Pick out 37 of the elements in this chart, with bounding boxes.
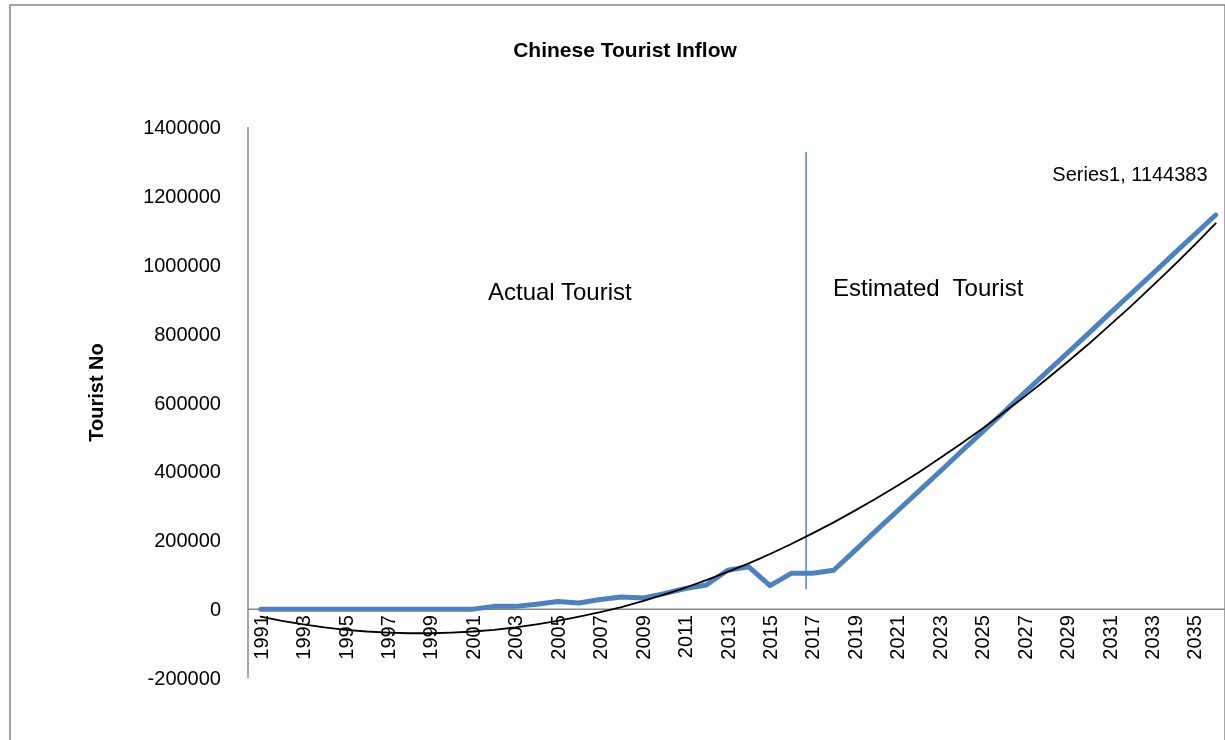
x-tick-label: 2027 xyxy=(1013,615,1036,660)
x-tick-label: 2033 xyxy=(1140,615,1163,660)
x-tick-label: 2031 xyxy=(1098,615,1121,660)
x-tick-label: 2009 xyxy=(631,615,654,660)
x-tick-label: 1997 xyxy=(377,615,400,660)
y-tick-label: 600000 xyxy=(154,391,221,414)
x-tick-label: 2025 xyxy=(971,615,994,660)
y-tick-label: 400000 xyxy=(154,460,221,483)
x-tick-label: 2029 xyxy=(1056,615,1079,660)
x-tick-label: 2021 xyxy=(886,615,909,660)
x-tick-label: 2023 xyxy=(928,615,951,660)
x-tick-label: 1993 xyxy=(292,615,315,660)
y-tick-label: 1200000 xyxy=(143,184,221,207)
y-tick-label: -200000 xyxy=(147,667,221,689)
x-tick-label: 2019 xyxy=(843,615,866,660)
x-tick-label: 1999 xyxy=(419,615,442,660)
y-tick-label: 1000000 xyxy=(143,253,221,276)
annotation: Estimated Tourist xyxy=(833,274,1024,301)
x-tick-label: 2017 xyxy=(801,615,824,660)
x-tick-label: 2007 xyxy=(589,615,612,660)
x-tick-label: 1991 xyxy=(249,615,272,660)
x-tick-label: 2011 xyxy=(674,615,697,659)
x-tick-label: 2013 xyxy=(716,615,739,660)
chart-title: Chinese Tourist Inflow xyxy=(513,38,738,61)
x-tick-label: 2035 xyxy=(1183,615,1206,660)
data-label: Series1, 1144383 xyxy=(1052,163,1208,186)
y-tick-label: 200000 xyxy=(154,529,221,552)
x-tick-label: 2001 xyxy=(461,615,484,660)
y-axis-title: Tourist No xyxy=(85,343,107,442)
annotation: Actual Tourist xyxy=(488,278,632,305)
y-tick-label: 1400000 xyxy=(143,116,221,138)
x-tick-label: 2003 xyxy=(504,615,527,660)
y-tick-label: 800000 xyxy=(154,322,221,345)
x-tick-label: 1995 xyxy=(334,615,357,660)
x-tick-label: 2005 xyxy=(546,615,569,660)
x-tick-label: 2015 xyxy=(759,615,782,660)
y-tick-label: 0 xyxy=(209,598,221,621)
